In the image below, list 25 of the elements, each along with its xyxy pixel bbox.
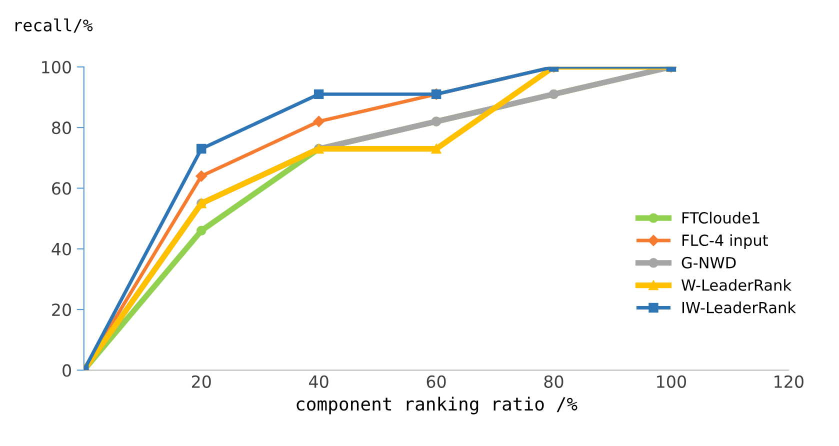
x-tick-label: 120 bbox=[774, 375, 804, 388]
y-tick-label: 40 bbox=[52, 242, 71, 256]
x-tick-label: 40 bbox=[309, 375, 328, 388]
x-axis-title: component ranking ratio /% bbox=[296, 396, 578, 414]
point bbox=[431, 144, 442, 154]
x-tick-label: 20 bbox=[192, 375, 211, 388]
y-tick-label: 80 bbox=[52, 122, 71, 134]
point bbox=[196, 226, 206, 236]
y-tick-label: 20 bbox=[52, 303, 71, 316]
x-tick-label: 80 bbox=[544, 375, 564, 388]
point bbox=[196, 170, 207, 182]
legend-label: FLC-4 input bbox=[682, 234, 768, 249]
legend-label: FTCloude1 bbox=[682, 212, 760, 224]
y-tick-label: 60 bbox=[52, 182, 71, 195]
point bbox=[313, 116, 324, 128]
legend-label: W-LeaderRank bbox=[681, 279, 792, 291]
legend-label: IW-LeaderRank bbox=[682, 301, 796, 314]
x-tick-label: 60 bbox=[426, 375, 446, 388]
y-axis-title: recall/% bbox=[16, 18, 93, 33]
legend-label: G-NWD bbox=[682, 256, 736, 268]
y-tick-label: 100 bbox=[42, 60, 71, 74]
point bbox=[196, 144, 206, 154]
y-tick-label: 0 bbox=[62, 364, 71, 377]
x-tick-label: 100 bbox=[657, 375, 686, 388]
point bbox=[314, 89, 324, 100]
